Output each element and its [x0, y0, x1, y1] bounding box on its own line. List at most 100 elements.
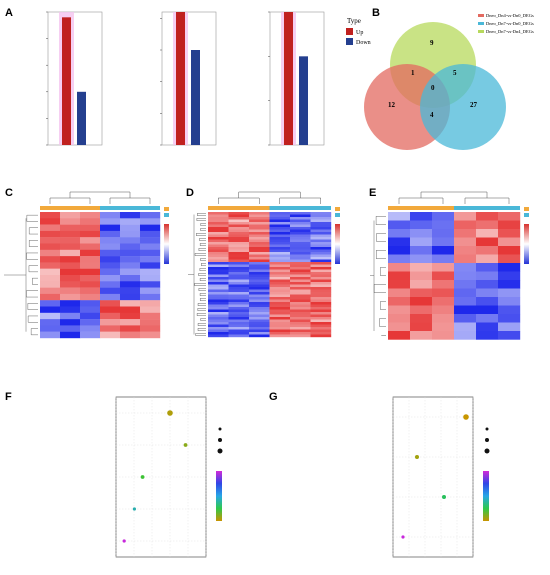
- heatmap-cell: [80, 243, 101, 250]
- heatmap-cell: [290, 294, 311, 298]
- heatmap-cell: [60, 319, 81, 326]
- heatmap-cell: [410, 305, 433, 315]
- heatmap-cell: [269, 262, 291, 265]
- heatmap-cell: [228, 314, 250, 318]
- heatmap-cell: [454, 237, 477, 247]
- condition-bar-cell: [40, 206, 60, 210]
- heatmap-cell: [140, 224, 161, 232]
- heatmap-cell: [249, 282, 270, 285]
- heatmap-cell: [60, 331, 81, 339]
- heatmap-cell: [60, 230, 81, 238]
- heatmap-cell: [208, 249, 229, 253]
- heatmap-cell: [228, 274, 250, 278]
- heatmap-cell: [498, 229, 521, 238]
- heatmap-cell: [454, 280, 477, 289]
- heatmap-cell: [310, 332, 332, 335]
- up-bar: [284, 12, 293, 145]
- heatmap-cell: [410, 212, 433, 221]
- heatmap-cell: [208, 322, 229, 325]
- heatmap-cell: [208, 257, 229, 260]
- heatmap-cell: [80, 306, 101, 313]
- heatmap-cell: [290, 299, 311, 303]
- heatmap-cell: [249, 262, 270, 265]
- heatmap-cell: [228, 334, 250, 338]
- heatmap-cell: [476, 246, 499, 255]
- heatmap-cell: [208, 232, 229, 235]
- heatmap-cell: [269, 264, 291, 268]
- heatmap-cell: [140, 300, 161, 307]
- heatmap-cell: [40, 325, 61, 332]
- heatmap-cell: [269, 267, 291, 270]
- heatmap-cell: [249, 309, 270, 313]
- panel-a-legend: Type Up Down: [346, 17, 371, 46]
- heatmap-cell: [80, 218, 101, 225]
- heatmap-cell: [80, 331, 101, 339]
- heatmap-cell: [310, 229, 332, 233]
- heatmap-cell: [228, 217, 250, 220]
- heatmap-cell: [410, 246, 433, 255]
- column-dendrogram: [398, 191, 510, 204]
- heatmap-cell: [269, 234, 291, 238]
- heatmap-cell: [100, 281, 121, 288]
- heatmap-cell: [498, 263, 521, 272]
- venn-legend-swatch-2: [478, 22, 484, 25]
- heatmap-cell: [432, 263, 455, 272]
- heatmap-cell: [140, 275, 161, 282]
- heatmap-cell: [208, 237, 229, 240]
- heatmap-cell: [120, 312, 141, 320]
- venn-count-top-left: 1: [411, 69, 415, 77]
- heatmap-cell: [100, 243, 121, 250]
- heatmap-cell: [498, 220, 521, 230]
- heatmap-cell: [310, 334, 332, 338]
- heatmap-cell: [249, 249, 270, 253]
- heatmap-cell: [80, 256, 101, 263]
- heatmap-cell: [388, 263, 411, 272]
- heatmap-cell: [410, 254, 433, 264]
- enrichment-point: [442, 495, 446, 499]
- heatmap-cell: [476, 280, 499, 289]
- heatmap-cell: [476, 271, 499, 281]
- heatmap-cell: [249, 332, 270, 335]
- heatmap-cell: [140, 237, 161, 244]
- legend-up-label: Up: [356, 30, 363, 36]
- heatmap-cell: [249, 292, 270, 295]
- heatmap-cell: [410, 322, 433, 332]
- heatmap-cell: [290, 332, 311, 335]
- heatmap-cell: [310, 267, 332, 270]
- heatmap-cell: [228, 279, 250, 283]
- heatmap-cell: [249, 224, 270, 228]
- color-scale-bar: [524, 224, 529, 264]
- heatmap-cell: [310, 329, 332, 333]
- heatmap-cell: [249, 287, 270, 290]
- heatmap-cell: [269, 269, 291, 273]
- heatmap-cell: [120, 256, 141, 263]
- heatmap-cell: [40, 287, 61, 295]
- heatmap-cell: [432, 254, 455, 264]
- heatmap-cell: [290, 277, 311, 280]
- venn-legend-3: Dneo_Dn7-vs-Dn4_DEGs: [486, 29, 534, 34]
- heatmap-cell: [454, 263, 477, 272]
- heatmap-cell: [100, 224, 121, 232]
- heatmap-cell: [208, 262, 229, 265]
- heatmap-cell: [249, 322, 270, 325]
- heatmap-cell: [269, 239, 291, 243]
- enrichment-point: [463, 414, 469, 420]
- heatmap-cell: [269, 304, 291, 308]
- heatmap-cell: [228, 239, 250, 243]
- heatmap-cell: [249, 229, 270, 233]
- heatmap-cell: [249, 272, 270, 275]
- heatmap-cell: [228, 297, 250, 300]
- heatmap-cell: [60, 293, 81, 301]
- venn-count-center: 0: [431, 84, 435, 92]
- heatmap-cell: [454, 314, 477, 323]
- heatmap-cell: [290, 217, 311, 220]
- heatmap-cell: [208, 287, 229, 290]
- heatmap-cell: [310, 254, 332, 258]
- heatmap-cell: [208, 224, 229, 228]
- heatmap-cell: [228, 227, 250, 230]
- heatmap-cell: [432, 297, 455, 306]
- heatmap-cell: [249, 289, 270, 293]
- heatmap-cell: [60, 237, 81, 244]
- heatmap-cell: [228, 287, 250, 290]
